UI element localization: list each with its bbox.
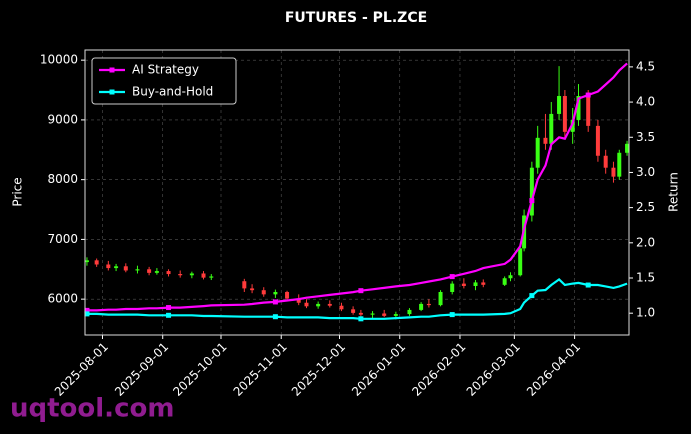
candle-body	[450, 283, 455, 292]
y-tick-label: 7000	[47, 232, 78, 246]
candle-body	[586, 96, 591, 126]
candle-body	[351, 309, 356, 313]
series-line	[86, 277, 628, 320]
candle-body	[543, 137, 548, 144]
candle-body	[557, 96, 562, 114]
candle-body	[358, 312, 363, 315]
y-tick-label: 6000	[47, 292, 78, 306]
legend-marker	[109, 89, 115, 95]
legend-label: AI Strategy	[132, 63, 199, 77]
candle-body	[296, 298, 301, 303]
candle-body	[114, 266, 119, 269]
series-marker	[166, 312, 172, 318]
series-marker	[358, 288, 364, 294]
candle-body	[209, 276, 214, 278]
candle-body	[438, 291, 443, 306]
candle-body	[570, 119, 575, 132]
series-marker	[272, 314, 278, 320]
series-marker	[272, 299, 278, 305]
candle-body	[407, 309, 412, 315]
candle-body	[285, 291, 290, 299]
candle-body	[370, 313, 375, 315]
y-tick-label: 8000	[47, 172, 78, 186]
y2-tick-label: 2.0	[636, 235, 655, 249]
series-marker	[449, 274, 455, 280]
candle-body	[316, 303, 321, 307]
candle-body	[461, 283, 466, 287]
legend-box	[91, 57, 237, 105]
candle-body	[261, 290, 266, 295]
series-marker	[585, 282, 591, 288]
candle-body	[94, 260, 99, 265]
candle-body	[625, 143, 630, 153]
series-marker	[529, 293, 535, 299]
series-marker	[529, 198, 535, 204]
candle-body	[84, 260, 89, 263]
watermark: uqtool.com	[10, 394, 174, 424]
series-marker	[84, 311, 90, 317]
candle-body	[473, 282, 478, 287]
plot-frame	[84, 49, 630, 336]
series-marker	[166, 305, 172, 311]
candle-body	[135, 269, 140, 271]
series-marker	[585, 92, 591, 98]
y2-tick-label: 4.0	[636, 95, 655, 109]
series-marker	[358, 316, 364, 322]
candle-body	[502, 278, 507, 285]
candle-body	[242, 281, 247, 289]
chart-title: FUTURES - PL.ZCE	[285, 10, 427, 26]
candle-body	[481, 282, 486, 285]
candle-body	[419, 303, 424, 310]
candle-body	[382, 313, 387, 316]
candle-body	[576, 96, 581, 120]
candle-body	[123, 266, 128, 271]
candle-body	[603, 155, 608, 168]
candle-body	[250, 288, 255, 291]
y-tick-label: 9000	[47, 112, 78, 126]
y2-tick-label: 2.5	[636, 200, 655, 214]
candle-body	[189, 273, 194, 276]
candle-body	[595, 125, 600, 156]
y2-axis-label: Return	[667, 172, 681, 212]
y2-tick-label: 3.5	[636, 130, 655, 144]
candle-body	[201, 273, 206, 278]
y2-tick-label: 4.5	[636, 59, 655, 73]
candle-body	[426, 303, 431, 306]
candle-body	[339, 305, 344, 310]
candle-body	[529, 167, 534, 216]
legend-label: Buy-and-Hold	[132, 85, 213, 99]
legend: AI Strategy Buy-and-Hold	[91, 57, 237, 105]
y2-tick-label: 3.0	[636, 165, 655, 179]
candle-body	[549, 113, 554, 144]
legend-marker	[109, 67, 115, 73]
candle-body	[508, 275, 513, 279]
series-line	[86, 62, 628, 312]
y-axis-label: Price	[11, 177, 25, 206]
candle-body	[273, 291, 278, 295]
candle-body	[611, 167, 616, 177]
candle-body	[535, 137, 540, 168]
candle-body	[393, 314, 398, 316]
y2-tick-label: 1.0	[636, 306, 655, 320]
candle-body	[178, 274, 183, 276]
candle-body	[617, 152, 622, 177]
y2-tick-label: 1.5	[636, 271, 655, 285]
candle-body	[327, 303, 332, 306]
series-marker	[449, 312, 455, 318]
candle-body	[106, 264, 111, 269]
y-tick-label: 10000	[40, 53, 78, 67]
candle-body	[166, 271, 171, 275]
candle-body	[147, 269, 152, 273]
candle-body	[518, 248, 523, 276]
candle-body	[562, 96, 567, 132]
series-marker	[84, 307, 90, 313]
candle-body	[304, 302, 309, 307]
candle-body	[154, 271, 159, 273]
